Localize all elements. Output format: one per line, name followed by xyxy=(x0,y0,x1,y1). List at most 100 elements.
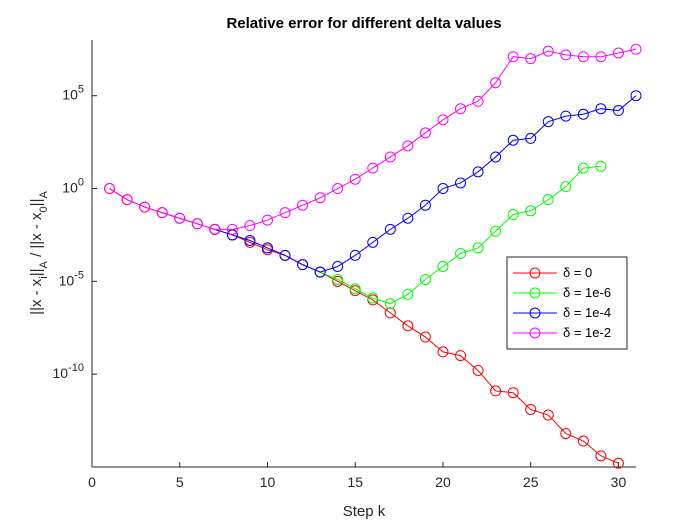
x-tick-label: 20 xyxy=(435,474,451,490)
legend-item: δ = 1e-6 xyxy=(513,285,611,300)
x-tick-label: 25 xyxy=(523,474,539,490)
data-point xyxy=(507,51,519,63)
plot-lines xyxy=(104,43,642,469)
data-point xyxy=(384,151,396,163)
series-3 xyxy=(104,43,642,235)
legend-swatch-marker xyxy=(529,307,541,319)
data-point xyxy=(121,194,133,206)
x-tick-label: 10 xyxy=(260,474,276,490)
data-point xyxy=(472,95,484,107)
legend: δ = 0 δ = 1e-6 δ = 1e-4 δ = 1e-2 xyxy=(506,256,628,350)
data-point xyxy=(419,273,431,285)
data-point xyxy=(525,53,537,65)
legend-item: δ = 1e-4 xyxy=(513,305,611,320)
data-point xyxy=(560,181,572,193)
data-point xyxy=(472,166,484,178)
y-axis-title: ||x - xi||A / ||x - x0||A xyxy=(28,191,50,315)
data-point xyxy=(507,209,519,221)
data-point xyxy=(332,273,344,285)
x-axis-title: Step k xyxy=(343,503,386,520)
data-point xyxy=(542,45,554,57)
data-point xyxy=(560,428,572,440)
legend-label: δ = 1e-2 xyxy=(563,325,611,340)
series-line xyxy=(319,165,601,305)
data-point xyxy=(595,160,607,172)
data-point xyxy=(560,49,572,61)
data-point xyxy=(314,266,326,278)
data-point xyxy=(577,162,589,174)
data-point xyxy=(226,229,238,241)
data-point xyxy=(367,236,379,248)
data-point xyxy=(507,387,519,399)
legend-label: δ = 1e-4 xyxy=(563,305,611,320)
data-point xyxy=(525,403,537,415)
series-2 xyxy=(209,90,642,278)
legend-label: δ = 1e-6 xyxy=(563,285,611,300)
x-tick-label: 30 xyxy=(611,474,627,490)
data-point xyxy=(191,218,203,230)
x-tick-label: 15 xyxy=(347,474,363,490)
data-point xyxy=(279,207,291,219)
y-tick-label: 10-10 xyxy=(53,362,84,381)
data-point xyxy=(472,242,484,254)
y-axis-title-text: ||x - xi||A / ||x - x0||A xyxy=(28,191,50,315)
data-point xyxy=(349,249,361,261)
data-point xyxy=(384,223,396,235)
data-point xyxy=(542,409,554,421)
data-point xyxy=(244,235,256,247)
data-point xyxy=(402,212,414,224)
y-tick-label: 100 xyxy=(62,177,84,196)
x-tick-label: 5 xyxy=(176,474,184,490)
data-point xyxy=(630,90,642,102)
legend-swatch-marker xyxy=(529,287,541,299)
data-point xyxy=(367,162,379,174)
data-point xyxy=(577,108,589,120)
data-point xyxy=(542,194,554,206)
data-point xyxy=(279,249,291,261)
data-point xyxy=(437,114,449,126)
data-point xyxy=(332,260,344,272)
data-point xyxy=(542,116,554,128)
y-tick-label: 10-5 xyxy=(59,269,84,288)
data-point xyxy=(525,205,537,217)
legend-label: δ = 0 xyxy=(563,265,592,280)
data-point xyxy=(525,132,537,144)
data-point xyxy=(261,242,273,254)
data-point xyxy=(349,283,361,295)
legend-item: δ = 1e-2 xyxy=(513,325,611,340)
legend-item: δ = 0 xyxy=(513,265,592,280)
data-point xyxy=(612,47,624,59)
data-point xyxy=(455,103,467,115)
data-point xyxy=(437,183,449,195)
data-point xyxy=(314,192,326,204)
data-point xyxy=(595,51,607,63)
data-point xyxy=(630,43,642,55)
data-point xyxy=(402,140,414,152)
y-tick-label: 105 xyxy=(62,84,84,103)
data-point xyxy=(437,346,449,358)
data-point xyxy=(612,105,624,117)
data-point xyxy=(367,292,379,304)
data-point xyxy=(419,331,431,343)
axes: 0 5 10 15 20 25 30 10-10 10-5 100 105 xyxy=(53,40,636,490)
x-tick-label: 0 xyxy=(88,474,96,490)
data-point xyxy=(209,223,221,235)
data-point xyxy=(104,183,116,195)
data-point xyxy=(490,77,502,89)
legend-box xyxy=(506,256,628,350)
data-point xyxy=(455,248,467,259)
data-point xyxy=(332,183,344,195)
data-point xyxy=(226,223,238,235)
data-point xyxy=(455,350,467,362)
data-point xyxy=(612,457,624,469)
data-point xyxy=(261,214,273,226)
data-point xyxy=(490,151,502,163)
data-point xyxy=(472,364,484,376)
data-point xyxy=(560,110,572,122)
data-point xyxy=(384,307,396,319)
data-point xyxy=(139,201,151,213)
data-point xyxy=(419,199,431,211)
data-point xyxy=(490,385,502,397)
